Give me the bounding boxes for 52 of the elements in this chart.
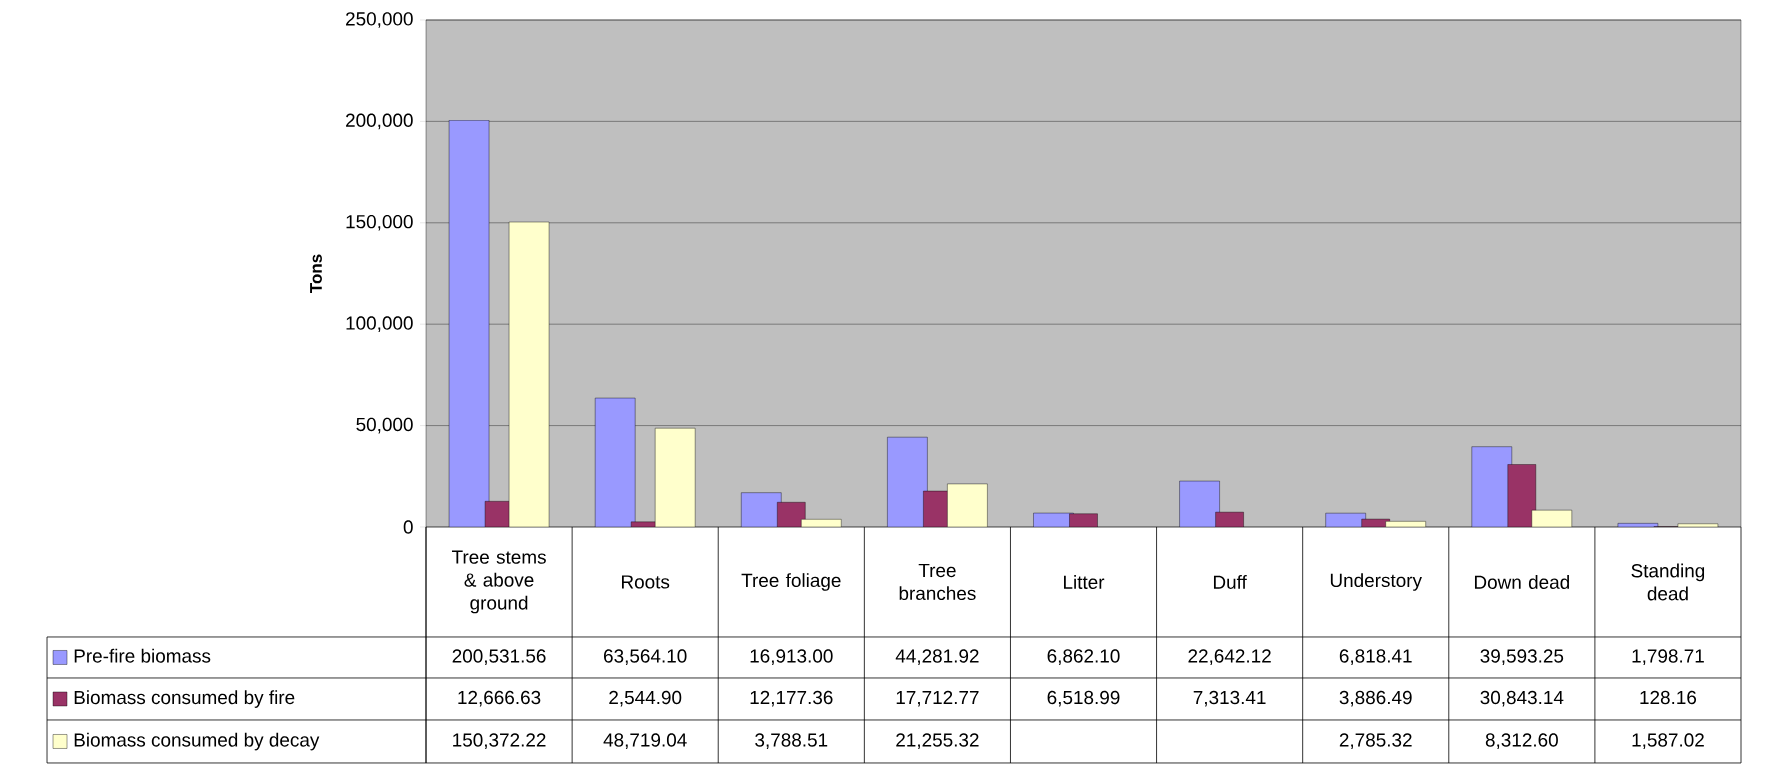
- data-label: 22,642.12: [1188, 649, 1271, 665]
- x-tick-label: Roots: [622, 575, 670, 589]
- data-label: 48,719.04: [603, 733, 687, 749]
- data-label: 150,372.22: [453, 733, 546, 749]
- data-label: 3,788.51: [755, 733, 828, 749]
- data-label: 63,564.10: [604, 649, 687, 665]
- data-label: 30,843.14: [1480, 690, 1564, 707]
- y-tick-label: 100,000: [346, 316, 413, 332]
- data-label: 16,913.00: [750, 649, 833, 665]
- bar: [448, 120, 490, 527]
- data-label: 7,313.41: [1193, 690, 1266, 707]
- data-label: 8,312.60: [1485, 733, 1558, 749]
- legend-label: Biomass consumed by decay: [74, 732, 320, 751]
- y-axis-title: Tons: [310, 254, 322, 293]
- data-label: 39,593.25: [1480, 649, 1564, 665]
- y-tick-label: 0: [403, 520, 413, 534]
- bar: [1179, 481, 1220, 527]
- bar: [947, 483, 988, 527]
- data-label: 1,798.71: [1632, 649, 1704, 665]
- y-tick-label: 50,000: [356, 417, 413, 434]
- y-tick-label: 150,000: [346, 214, 413, 231]
- data-label: 6,862.10: [1047, 649, 1120, 665]
- bar: [508, 221, 550, 527]
- data-label: 1,587.02: [1632, 733, 1704, 749]
- data-label: 6,818.41: [1339, 649, 1412, 665]
- x-tick-label: Tree stems & above ground: [451, 550, 546, 614]
- x-tick-label: Standing dead: [1631, 563, 1705, 601]
- legend-label: Biomass consumed by fire: [74, 690, 295, 708]
- data-label: 44,281.92: [895, 649, 979, 665]
- x-tick-label: Tree foliage: [741, 573, 841, 591]
- data-label: 3,886.49: [1339, 690, 1412, 707]
- data-label: 2,785.32: [1339, 733, 1412, 749]
- data-label: 6,518.99: [1047, 690, 1120, 707]
- data-label: 12,666.63: [458, 690, 541, 707]
- bar: [594, 397, 636, 527]
- data-label: 128.16: [1640, 690, 1697, 705]
- y-tick-label: 200,000: [346, 113, 413, 130]
- x-tick-label: Tree branches: [899, 563, 976, 601]
- bar: [654, 427, 696, 527]
- x-tick-label: Litter: [1064, 575, 1105, 589]
- x-tick-label: Duff: [1213, 575, 1247, 589]
- legend-label: Pre-fire biomass: [74, 648, 211, 663]
- x-tick-label: Understory: [1330, 573, 1422, 591]
- data-label: 2,544.90: [609, 690, 682, 707]
- data-label: 17,712.77: [896, 690, 979, 707]
- data-label: 200,531.56: [452, 649, 546, 665]
- bar: [1507, 464, 1537, 527]
- bar: [887, 436, 928, 527]
- y-tick-label: 250,000: [346, 12, 413, 28]
- data-label: 12,177.36: [750, 690, 833, 707]
- data-label: 21,255.32: [896, 733, 979, 749]
- x-tick-label: Down dead: [1474, 575, 1569, 589]
